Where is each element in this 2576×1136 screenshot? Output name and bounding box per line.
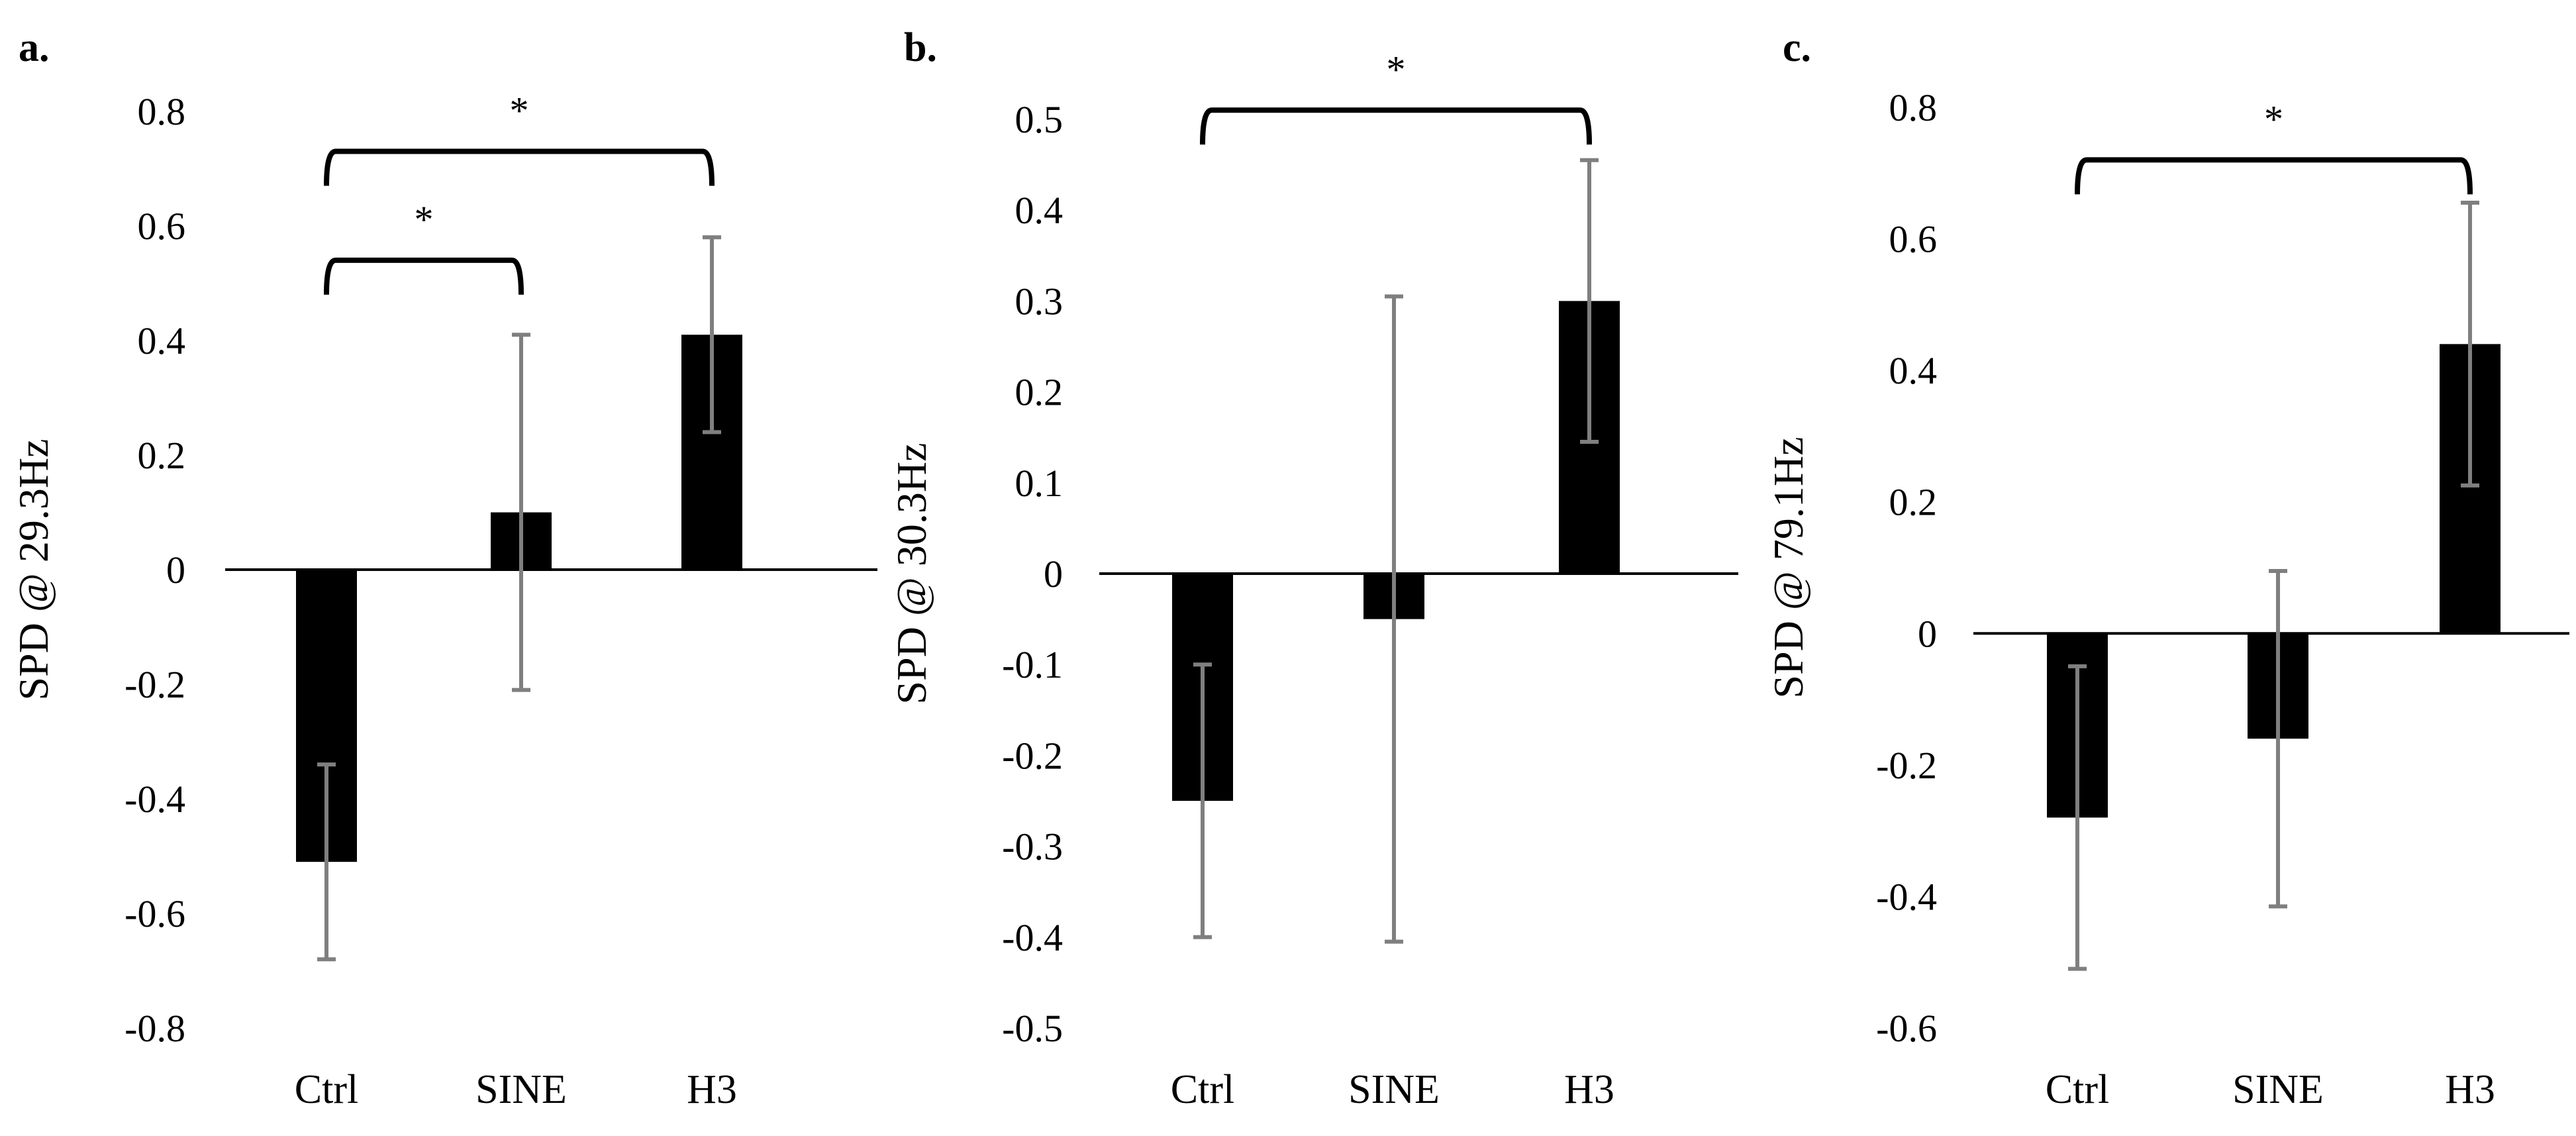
y-tick-label: -0.2 <box>124 663 185 706</box>
y-tick-label: -0.2 <box>1002 734 1063 777</box>
x-category-label: Ctrl <box>1171 1067 1234 1112</box>
x-category-label: Ctrl <box>295 1067 358 1112</box>
y-tick-label: -0.5 <box>1002 1007 1063 1050</box>
significance-bracket <box>324 257 524 295</box>
significance-star: * <box>2264 97 2283 140</box>
y-tick-label: 0 <box>1044 552 1063 595</box>
y-tick-label: 0 <box>166 548 185 592</box>
significance-bracket <box>1200 107 1592 145</box>
x-category-label: SINE <box>475 1067 567 1112</box>
significance-bracket <box>2075 157 2473 195</box>
y-axis-label: SPD @ 79.1Hz <box>1765 437 1812 699</box>
y-tick-label: 0.8 <box>1889 86 1938 129</box>
x-category-label: H3 <box>1564 1067 1614 1112</box>
y-tick-label: -0.4 <box>1002 916 1063 959</box>
y-tick-label: 0.2 <box>138 434 186 477</box>
y-tick-label: 0.8 <box>138 90 186 133</box>
y-tick-label: -0.1 <box>1002 643 1063 686</box>
y-tick-label: -0.8 <box>124 1007 185 1050</box>
y-tick-label: 0 <box>1918 612 1937 655</box>
chart-panel-1: a. 0.8 0.6 0.4 0.2 0 -0.2 -0.4 -0.6 -0.8 SPD @ 29.… <box>10 25 877 1112</box>
y-tick-label: 0.4 <box>138 319 186 362</box>
x-category-label: SINE <box>1348 1067 1440 1112</box>
y-tick-label: 0.6 <box>138 205 186 248</box>
y-tick-label: 0.2 <box>1889 481 1938 524</box>
y-tick-label: 0.1 <box>1015 462 1064 505</box>
y-tick-label: -0.3 <box>1002 825 1063 868</box>
x-category-label: Ctrl <box>2046 1067 2109 1112</box>
y-tick-label: 0.6 <box>1889 218 1938 261</box>
significance-star: * <box>1387 48 1406 91</box>
y-tick-label: -0.6 <box>124 892 185 935</box>
chart-panel-3: c. 0.8 0.6 0.4 0.2 0 -0.2 -0.4 -0.6 SPD @ 79.1Hz *… <box>1765 25 2569 1112</box>
y-tick-label: 0.4 <box>1889 349 1938 392</box>
y-tick-label: -0.2 <box>1876 744 1937 787</box>
y-tick-label: 0.3 <box>1015 280 1064 323</box>
y-tick-label: -0.4 <box>1876 875 1937 918</box>
y-tick-label: 0.2 <box>1015 371 1064 414</box>
y-tick-label: 0.5 <box>1015 98 1064 141</box>
panel-label: a. <box>19 25 50 70</box>
significance-star: * <box>415 198 434 241</box>
y-tick-label: -0.6 <box>1876 1007 1937 1050</box>
y-axis-label: SPD @ 30.3Hz <box>888 443 935 705</box>
panel-label: c. <box>1783 25 1811 70</box>
y-tick-label: 0.4 <box>1015 189 1064 232</box>
x-category-label: H3 <box>687 1067 737 1112</box>
y-axis-label: SPD @ 29.3Hz <box>10 439 57 701</box>
chart-panel-2: b. 0.5 0.4 0.3 0.2 0.1 0 -0.1 -0.2 -0.3 -0.4 -0.5 SP… <box>888 25 1738 1112</box>
panel-label: b. <box>904 25 937 70</box>
x-category-label: H3 <box>2445 1067 2495 1112</box>
significance-star: * <box>510 89 529 132</box>
significance-bracket <box>324 148 715 186</box>
x-category-label: SINE <box>2232 1067 2324 1112</box>
y-tick-label: -0.4 <box>124 778 185 821</box>
